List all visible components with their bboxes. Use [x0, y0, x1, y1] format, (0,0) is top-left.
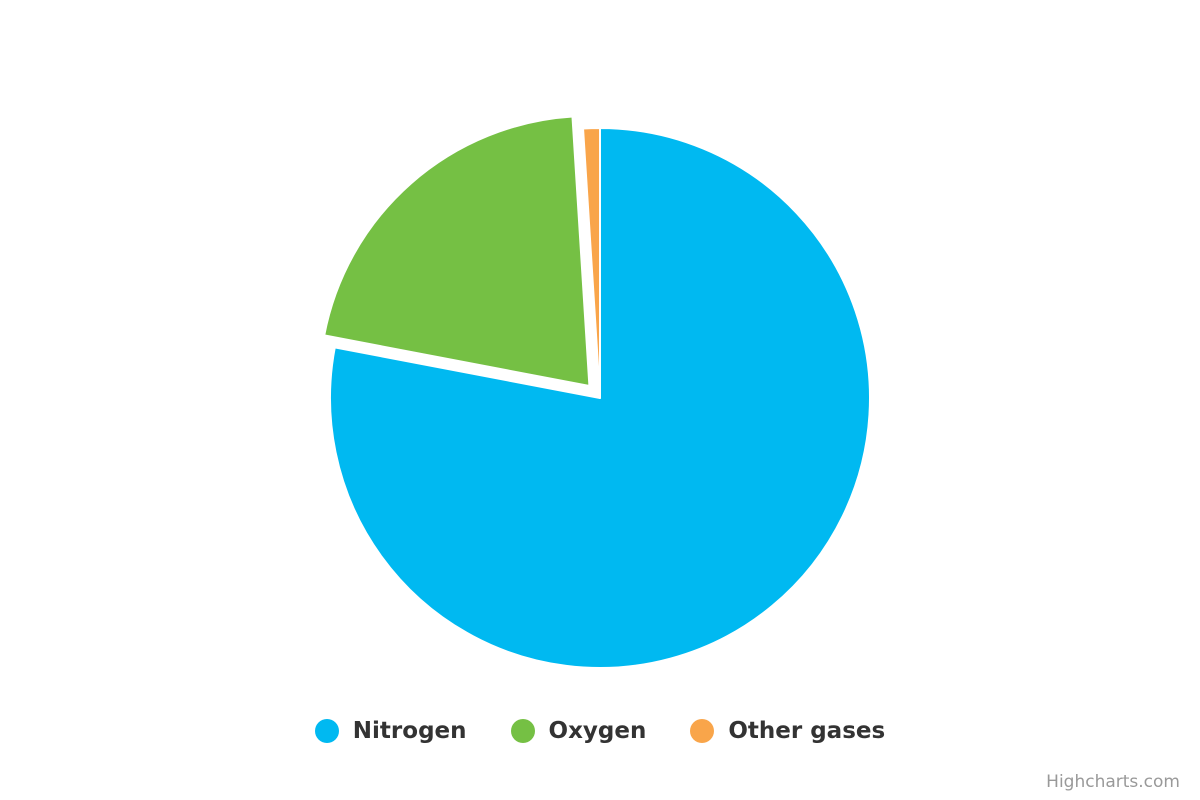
pie-slice-oxygen[interactable]: [323, 115, 591, 387]
legend-item-oxygen[interactable]: Oxygen: [510, 718, 647, 744]
legend-label-oxygen: Oxygen: [548, 718, 647, 744]
legend-marker-oxygen: [510, 719, 535, 743]
legend: Nitrogen Oxygen Other gases: [0, 718, 1200, 744]
legend-item-other-gases[interactable]: Other gases: [690, 718, 885, 744]
credits-link[interactable]: Highcharts.com: [1046, 772, 1180, 792]
legend-marker-other-gases: [690, 719, 715, 743]
legend-item-nitrogen[interactable]: Nitrogen: [314, 718, 467, 744]
legend-marker-nitrogen: [314, 719, 339, 743]
legend-label-other-gases: Other gases: [728, 718, 886, 744]
legend-label-nitrogen: Nitrogen: [352, 718, 467, 744]
pie-slice-other-gases[interactable]: [582, 127, 601, 399]
